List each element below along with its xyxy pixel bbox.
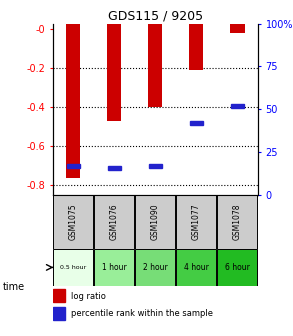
Bar bbox=[94, 195, 134, 249]
Text: percentile rank within the sample: percentile rank within the sample bbox=[71, 309, 213, 318]
Bar bbox=[53, 249, 93, 286]
Text: 0.5 hour: 0.5 hour bbox=[60, 265, 86, 270]
Text: GSM1090: GSM1090 bbox=[151, 204, 160, 240]
Text: time: time bbox=[3, 282, 25, 292]
Text: GSM1078: GSM1078 bbox=[233, 204, 242, 240]
Bar bbox=[94, 249, 134, 286]
Bar bbox=[176, 249, 216, 286]
Bar bbox=[53, 290, 65, 302]
Text: 6 hour: 6 hour bbox=[225, 263, 250, 272]
Text: 4 hour: 4 hour bbox=[184, 263, 209, 272]
Bar bbox=[135, 195, 175, 249]
Bar bbox=[108, 166, 121, 170]
Text: GSM1076: GSM1076 bbox=[110, 204, 119, 240]
Text: log ratio: log ratio bbox=[71, 292, 106, 301]
Bar bbox=[190, 121, 203, 125]
Bar bbox=[148, 24, 162, 108]
Text: GSM1077: GSM1077 bbox=[192, 204, 201, 240]
Text: 1 hour: 1 hour bbox=[102, 263, 127, 272]
Bar bbox=[53, 195, 93, 249]
Bar bbox=[67, 164, 80, 168]
Bar bbox=[176, 195, 216, 249]
Bar bbox=[230, 24, 244, 33]
Text: GSM1075: GSM1075 bbox=[69, 204, 78, 240]
Text: 2 hour: 2 hour bbox=[143, 263, 168, 272]
Bar bbox=[149, 164, 162, 168]
Bar bbox=[231, 104, 244, 108]
Bar bbox=[107, 24, 121, 121]
Bar bbox=[53, 307, 65, 320]
Title: GDS115 / 9205: GDS115 / 9205 bbox=[108, 9, 203, 23]
Bar bbox=[66, 24, 80, 177]
Bar bbox=[135, 249, 175, 286]
Bar bbox=[217, 249, 257, 286]
Bar bbox=[189, 24, 204, 70]
Bar bbox=[217, 195, 257, 249]
